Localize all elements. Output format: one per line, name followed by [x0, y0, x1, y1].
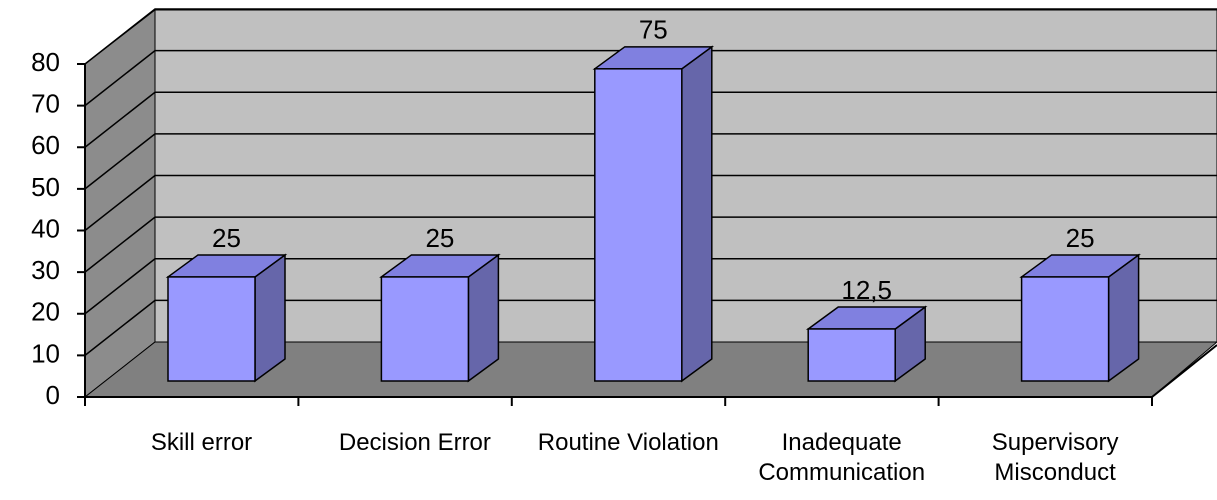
- grid-line: [84, 258, 1217, 315]
- value-label: 75: [639, 15, 668, 45]
- x-tick-label: Skill error: [150, 429, 253, 456]
- bar-front: [807, 328, 896, 382]
- bar-side: [681, 45, 713, 383]
- bar-front: [380, 276, 470, 382]
- grid-line: [84, 174, 1217, 232]
- y-tick-label: 40: [31, 213, 60, 243]
- y-tick-label: 50: [31, 172, 60, 202]
- bar: [805, 305, 928, 383]
- grid-line: [84, 133, 1217, 190]
- grid: [84, 8, 1217, 356]
- grid-line: [84, 299, 1217, 356]
- y-tick-label: 60: [31, 130, 60, 160]
- y-tick-label: 10: [31, 338, 60, 368]
- grid-line: [84, 91, 1217, 148]
- bars: [165, 45, 1141, 383]
- value-label: 25: [425, 223, 454, 253]
- grid-line: [84, 8, 1217, 65]
- y-tick-label: 80: [31, 47, 60, 77]
- x-tick-label: Inadequate Communication: [758, 429, 926, 486]
- bar: [592, 45, 715, 383]
- bar-front: [1020, 276, 1110, 382]
- y-tick-label: 20: [31, 297, 60, 327]
- grid-line: [84, 49, 1217, 107]
- x-tick-label: Supervisory Misconduct: [991, 429, 1119, 486]
- y-tick-label: 30: [31, 255, 60, 285]
- value-label: 25: [212, 223, 241, 253]
- grid-line: [84, 216, 1217, 273]
- bar: [379, 253, 501, 383]
- x-tick-label: Decision Error: [338, 429, 491, 456]
- floor-edge: [1151, 344, 1217, 398]
- bar-front: [167, 276, 256, 382]
- y-tick-label: 0: [46, 380, 60, 410]
- bar: [1019, 253, 1141, 383]
- y-tick-label: 70: [31, 89, 60, 119]
- value-label: 25: [1066, 223, 1095, 253]
- bar-front: [594, 68, 683, 382]
- bar: [165, 253, 288, 383]
- x-tick-label: Routine Violation: [537, 429, 719, 456]
- value-label: 12,5: [841, 275, 892, 305]
